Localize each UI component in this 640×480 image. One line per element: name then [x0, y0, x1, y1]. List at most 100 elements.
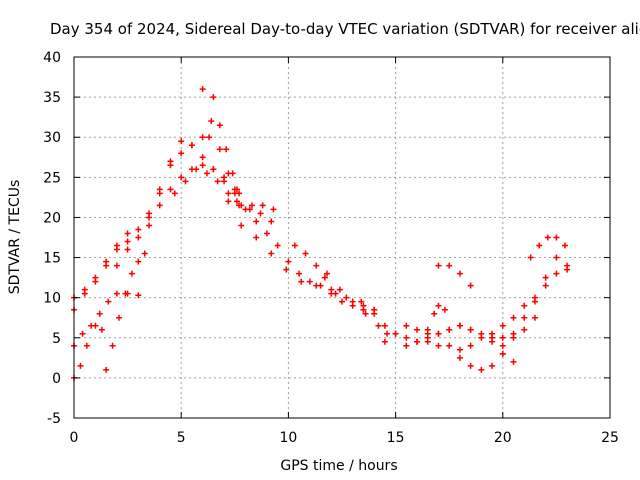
data-point: [225, 190, 232, 197]
data-point: [381, 338, 388, 345]
x-tick-label: 0: [70, 430, 79, 446]
data-point: [424, 326, 431, 333]
data-point: [339, 298, 345, 305]
data-point: [268, 218, 275, 225]
y-tick-label: -5: [47, 411, 61, 427]
data-point: [193, 166, 200, 173]
data-point: [478, 366, 485, 373]
data-point: [203, 170, 210, 177]
series-arc-12: [238, 202, 277, 213]
series-arc-23: [489, 266, 571, 337]
data-point: [321, 274, 328, 281]
gridlines: [74, 57, 610, 418]
data-point: [285, 258, 292, 265]
data-point: [441, 306, 448, 313]
data-point: [384, 330, 391, 337]
data-point: [531, 294, 538, 301]
data-point: [171, 190, 178, 197]
data-point: [296, 270, 303, 277]
data-point: [113, 262, 120, 269]
data-point: [403, 334, 410, 341]
data-point: [499, 334, 506, 341]
data-point: [467, 342, 474, 349]
data-point: [456, 346, 463, 353]
data-point: [456, 322, 463, 329]
data-point: [208, 118, 215, 125]
data-point: [105, 298, 112, 305]
x-tick-label: 25: [601, 430, 619, 446]
data-point: [313, 282, 320, 289]
data-point: [362, 310, 369, 317]
data-point: [336, 286, 343, 293]
data-point: [248, 202, 255, 209]
data-point: [527, 254, 534, 261]
series-arc-25: [527, 234, 568, 261]
data-point: [302, 250, 309, 257]
y-tick-label: 40: [43, 50, 61, 66]
x-tick-label: 15: [387, 430, 405, 446]
data-point: [236, 190, 243, 197]
data-point: [124, 246, 131, 253]
data-point: [135, 258, 142, 265]
data-point: [103, 258, 110, 265]
data-point: [414, 326, 421, 333]
data-point: [113, 242, 120, 249]
data-point: [124, 238, 131, 245]
data-point: [81, 290, 88, 297]
axis-ticks: 0 5 10 15 20 25 -5 0 5 10 15 20 25 30 35 40: [43, 50, 619, 446]
data-point: [435, 330, 442, 337]
data-point: [238, 222, 245, 229]
data-point: [561, 242, 568, 249]
x-axis-label: GPS time / hours: [280, 458, 397, 474]
data-point: [135, 234, 142, 241]
y-tick-label: 0: [52, 371, 61, 387]
data-point: [536, 242, 543, 249]
data-point: [371, 310, 378, 317]
data-point: [216, 146, 223, 153]
y-tick-label: 25: [43, 170, 61, 186]
data-point: [178, 138, 185, 145]
chart-title: Day 354 of 2024, Sidereal Day-to-day VTE…: [50, 20, 640, 38]
series-arc-21: [435, 262, 474, 289]
data-points: [71, 86, 571, 381]
data-point: [564, 266, 571, 273]
data-point: [510, 358, 517, 365]
data-point: [542, 274, 549, 281]
series-arc-8: [171, 166, 240, 205]
data-point: [510, 334, 517, 341]
data-point: [210, 166, 217, 173]
data-point: [467, 282, 474, 289]
data-point: [182, 178, 189, 185]
data-point: [403, 322, 410, 329]
data-point: [283, 266, 290, 273]
data-point: [156, 186, 163, 193]
series-arc-5: [103, 250, 148, 373]
data-point: [156, 202, 163, 209]
y-tick-label: 20: [43, 210, 61, 226]
data-point: [456, 270, 463, 277]
data-point: [225, 198, 232, 205]
data-point: [323, 270, 330, 277]
y-tick-label: 15: [43, 251, 61, 267]
series-arc-24: [499, 314, 538, 349]
data-point: [274, 242, 281, 249]
y-tick-label: 5: [52, 331, 61, 347]
y-tick-label: 35: [43, 90, 61, 106]
data-point: [263, 230, 270, 237]
data-point: [167, 186, 174, 193]
data-point: [246, 206, 253, 213]
data-point: [210, 94, 217, 101]
data-point: [167, 162, 174, 169]
data-point: [96, 310, 103, 317]
x-tick-label: 20: [494, 430, 512, 446]
data-point: [553, 234, 560, 241]
data-point: [178, 174, 185, 181]
data-point: [358, 298, 365, 305]
data-point: [88, 322, 95, 329]
data-point: [424, 334, 431, 341]
data-point: [521, 314, 528, 321]
data-point: [257, 210, 264, 217]
data-point: [178, 150, 185, 157]
y-axis-label: SDTVAR / TECUs: [7, 180, 23, 295]
data-point: [332, 290, 339, 297]
